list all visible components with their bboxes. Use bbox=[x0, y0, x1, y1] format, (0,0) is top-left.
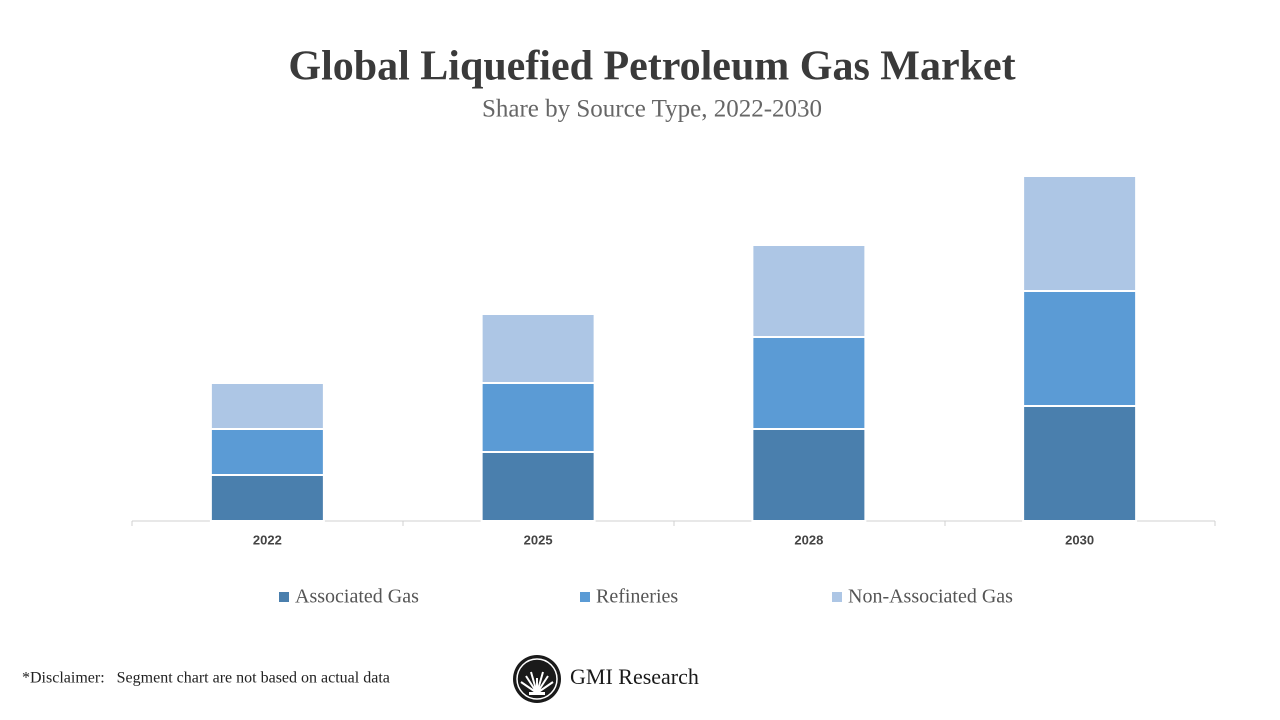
bar-segment bbox=[209, 474, 325, 522]
legend-label: Associated Gas bbox=[295, 586, 419, 608]
legend-swatch bbox=[279, 592, 289, 602]
bar-segment bbox=[209, 428, 325, 476]
bar-segment bbox=[480, 382, 596, 453]
bar-segment bbox=[1022, 405, 1138, 522]
legend-swatch bbox=[832, 592, 842, 602]
x-tick-label: 2025 bbox=[524, 532, 553, 547]
brand-logo bbox=[513, 655, 561, 703]
brand-name: GMI Research bbox=[570, 664, 699, 689]
x-tick-label: 2028 bbox=[794, 532, 823, 547]
disclaimer: *Disclaimer: Segment chart are not based… bbox=[22, 670, 390, 687]
x-tick-label: 2022 bbox=[253, 532, 282, 547]
bar-segment bbox=[751, 336, 867, 430]
chart-title: Global Liquefied Petroleum Gas Market bbox=[288, 44, 1015, 90]
bar-segment bbox=[480, 313, 596, 384]
bar-segment bbox=[209, 382, 325, 430]
bar-segment bbox=[1022, 290, 1138, 407]
legend-label: Non-Associated Gas bbox=[848, 586, 1013, 608]
bar-segment bbox=[480, 451, 596, 522]
bar-segment bbox=[751, 428, 867, 522]
legend-label: Refineries bbox=[596, 586, 678, 608]
bar-segment bbox=[1022, 175, 1138, 292]
x-tick-label: 2030 bbox=[1065, 532, 1094, 547]
x-axis-ticks bbox=[131, 521, 1216, 526]
legend-swatch bbox=[580, 592, 590, 602]
bar-segment bbox=[751, 244, 867, 338]
chart-subtitle: Share by Source Type, 2022-2030 bbox=[482, 96, 822, 123]
